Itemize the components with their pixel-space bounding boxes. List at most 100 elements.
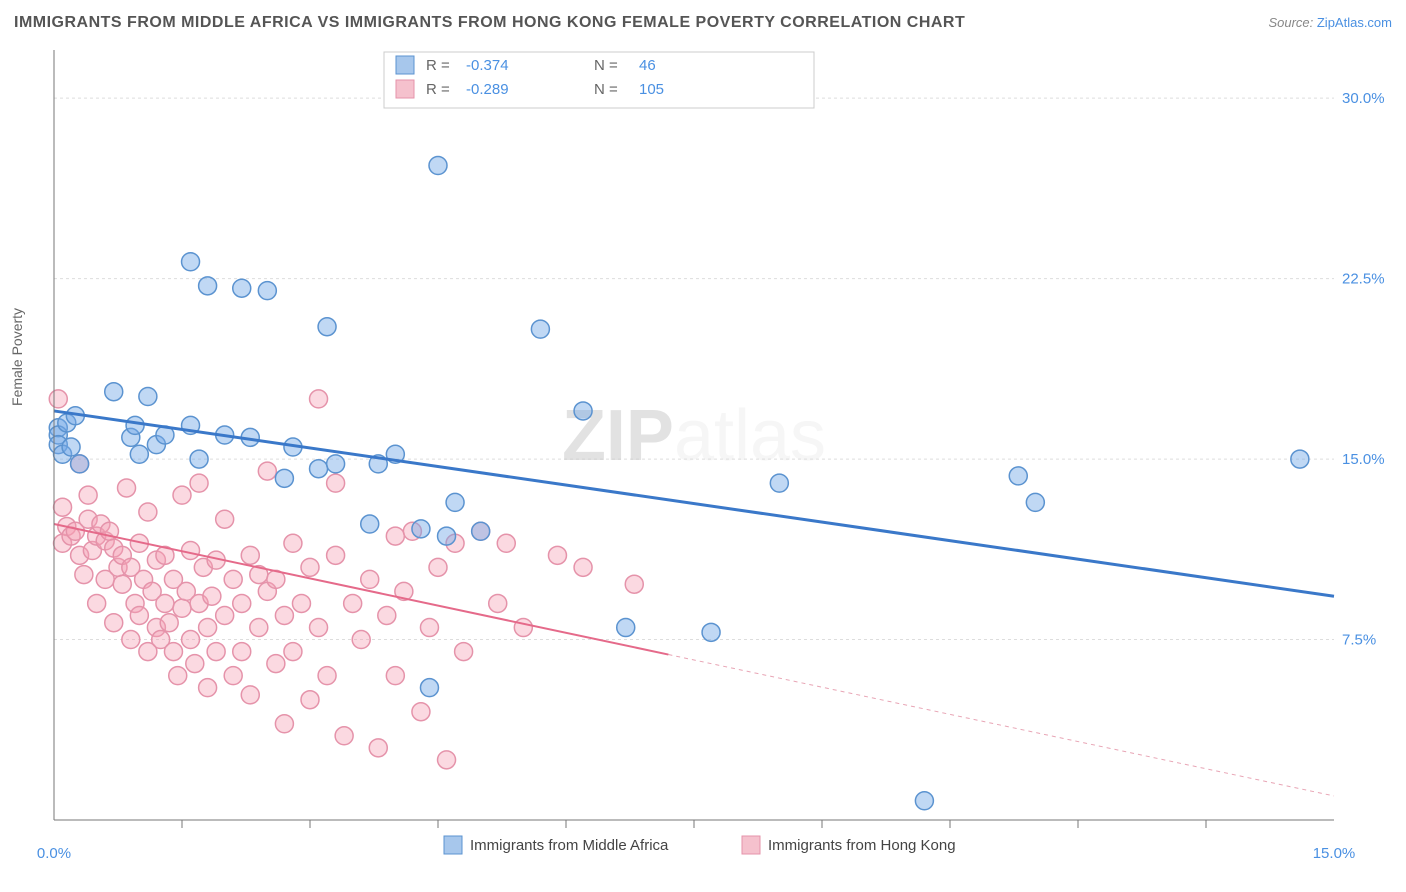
stats-swatch <box>396 56 414 74</box>
watermark: ZIPatlas <box>562 396 826 476</box>
data-point <box>105 614 123 632</box>
data-point <box>224 570 242 588</box>
data-point <box>233 594 251 612</box>
data-point <box>71 455 89 473</box>
data-point <box>233 643 251 661</box>
data-point <box>207 643 225 661</box>
data-point <box>164 643 182 661</box>
source-prefix: Source: <box>1268 15 1316 30</box>
data-point <box>241 546 259 564</box>
data-point <box>203 587 221 605</box>
stats-n-value: 46 <box>639 57 656 74</box>
data-point <box>625 575 643 593</box>
stats-n-label: N = <box>594 81 618 98</box>
data-point <box>173 599 191 617</box>
data-point <box>455 643 473 661</box>
data-point <box>241 686 259 704</box>
data-point <box>199 277 217 295</box>
data-point <box>327 546 345 564</box>
data-point <box>310 390 328 408</box>
source-credit: Source: ZipAtlas.com <box>1268 15 1392 30</box>
data-point <box>62 438 80 456</box>
data-point <box>156 594 174 612</box>
data-point <box>531 320 549 338</box>
legend-label: Immigrants from Hong Kong <box>768 837 956 854</box>
data-point <box>420 619 438 637</box>
data-point <box>335 727 353 745</box>
data-point <box>284 534 302 552</box>
data-point <box>446 493 464 511</box>
y-axis-label: Female Poverty <box>9 308 25 406</box>
regression-line-extrapolated <box>668 655 1334 796</box>
data-point <box>182 631 200 649</box>
data-point <box>118 479 136 497</box>
data-point <box>186 655 204 673</box>
data-point <box>54 498 72 516</box>
chart-title: IMMIGRANTS FROM MIDDLE AFRICA VS IMMIGRA… <box>14 14 965 32</box>
x-tick-label: 0.0% <box>37 845 71 862</box>
data-point <box>173 486 191 504</box>
data-point <box>318 318 336 336</box>
data-point <box>386 667 404 685</box>
data-point <box>216 606 234 624</box>
data-point <box>122 631 140 649</box>
data-point <box>386 527 404 545</box>
data-point <box>258 462 276 480</box>
data-point <box>770 474 788 492</box>
data-point <box>169 667 187 685</box>
data-point <box>190 450 208 468</box>
data-point <box>310 460 328 478</box>
legend-swatch <box>742 836 760 854</box>
stats-swatch <box>396 80 414 98</box>
legend-swatch <box>444 836 462 854</box>
data-point <box>412 703 430 721</box>
data-point <box>429 558 447 576</box>
data-point <box>412 520 430 538</box>
data-point <box>915 792 933 810</box>
stats-n-label: N = <box>594 57 618 74</box>
data-point <box>275 469 293 487</box>
data-point <box>378 606 396 624</box>
data-point <box>126 416 144 434</box>
data-point <box>139 388 157 406</box>
data-point <box>105 383 123 401</box>
data-point <box>1291 450 1309 468</box>
data-point <box>182 542 200 560</box>
data-point <box>310 619 328 637</box>
data-point <box>275 606 293 624</box>
stats-r-value: -0.374 <box>466 57 509 74</box>
data-point <box>190 474 208 492</box>
data-point <box>199 619 217 637</box>
y-tick-label: 22.5% <box>1342 271 1385 288</box>
data-point <box>301 558 319 576</box>
data-point <box>182 253 200 271</box>
data-point <box>617 619 635 637</box>
y-tick-label: 30.0% <box>1342 90 1385 107</box>
data-point <box>327 455 345 473</box>
data-point <box>438 751 456 769</box>
data-point <box>267 655 285 673</box>
data-point <box>130 445 148 463</box>
data-point <box>301 691 319 709</box>
data-point <box>438 527 456 545</box>
data-point <box>429 157 447 175</box>
source-link[interactable]: ZipAtlas.com <box>1317 15 1392 30</box>
stats-r-label: R = <box>426 57 450 74</box>
y-tick-label: 7.5% <box>1342 632 1376 649</box>
data-point <box>139 503 157 521</box>
data-point <box>250 619 268 637</box>
data-point <box>284 643 302 661</box>
data-point <box>1009 467 1027 485</box>
data-point <box>344 594 362 612</box>
data-point <box>224 667 242 685</box>
scatter-chart: 7.5%15.0%22.5%30.0%ZIPatlas0.0%15.0%Immi… <box>14 40 1392 870</box>
data-point <box>497 534 515 552</box>
data-point <box>49 390 67 408</box>
data-point <box>369 739 387 757</box>
data-point <box>160 614 178 632</box>
data-point <box>88 594 106 612</box>
stats-r-value: -0.289 <box>466 81 509 98</box>
stats-r-label: R = <box>426 81 450 98</box>
data-point <box>113 575 131 593</box>
stats-n-value: 105 <box>639 81 664 98</box>
